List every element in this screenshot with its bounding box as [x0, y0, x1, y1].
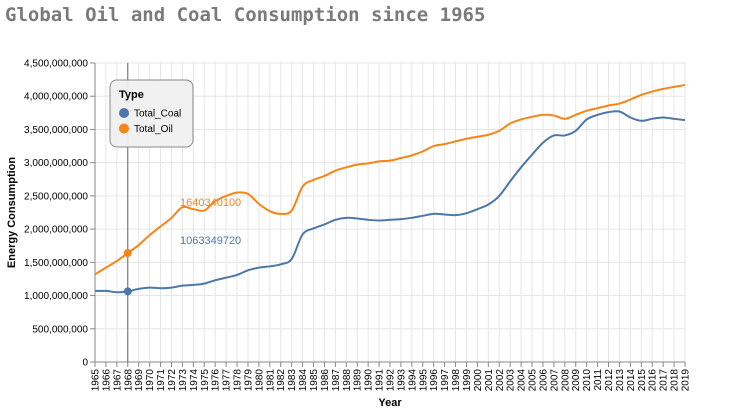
legend-box	[109, 79, 194, 148]
x-tick-label: 1994	[407, 369, 418, 392]
x-tick-label: 1977	[222, 369, 233, 392]
x-tick-label: 1979	[243, 369, 254, 392]
x-tick-label: 1970	[145, 369, 156, 392]
hover-value-total-coal: 1063349720	[180, 235, 241, 247]
x-tick-label: 2011	[593, 369, 604, 391]
x-tick-label: 2019	[681, 369, 692, 392]
legend-title: Type	[119, 89, 144, 101]
x-tick-label: 2002	[495, 369, 506, 392]
y-tick-label: 1,500,000,000	[24, 258, 88, 269]
x-tick-label: 1974	[189, 369, 200, 392]
x-tick-label: 2000	[473, 369, 484, 392]
x-tick-label: 1969	[134, 369, 145, 392]
x-tick-label: 2015	[637, 369, 648, 392]
y-tick-label: 2,000,000,000	[24, 225, 88, 236]
axes: 0 500,000,000 1,000,000,000 1,500,000,000 2,…	[24, 59, 691, 392]
x-tick-label: 1988	[342, 369, 353, 392]
x-tick-label: 2007	[549, 369, 560, 392]
x-tick-label: 1997	[440, 369, 451, 392]
chart-title: Global Oil and Coal Consumption since 19…	[5, 4, 486, 26]
x-tick-label: 1968	[123, 369, 134, 392]
x-tick-label: 2018	[670, 369, 681, 392]
x-tick-label: 1984	[298, 369, 309, 392]
y-tick-label: 500,000,000	[32, 324, 88, 335]
y-axis-title: Energy Consumption	[6, 157, 18, 269]
x-tick-label: 2006	[538, 369, 549, 392]
series-line-total-oil[interactable]	[94, 83, 686, 276]
x-tick-label: 1991	[375, 369, 386, 392]
x-tick-label: 1986	[320, 369, 331, 392]
series-layer	[94, 83, 686, 294]
y-tick-label: 1,000,000,000	[24, 291, 88, 302]
x-tick-label: 1989	[353, 369, 364, 392]
x-tick-label: 2001	[484, 369, 495, 392]
x-tick-label: 1995	[418, 369, 429, 392]
x-axis-title: Year	[378, 397, 402, 409]
x-tick-label: 1992	[386, 369, 397, 392]
x-tick-label: 1990	[364, 369, 375, 392]
x-tick-label: 2012	[604, 369, 615, 392]
x-tick-label: 1965	[91, 369, 102, 392]
x-tick-label: 1981	[265, 369, 276, 392]
hover-point-total-oil	[123, 249, 132, 258]
x-tick-label: 2003	[506, 369, 517, 392]
x-tick-label: 1972	[167, 369, 178, 392]
x-tick-label: 1982	[276, 369, 287, 392]
x-tick-label: 2010	[582, 369, 593, 392]
y-tick-label: 3,500,000,000	[24, 125, 88, 136]
legend[interactable]: Type Total_Coal Total_Oil	[109, 79, 194, 148]
x-tick-label: 1996	[429, 369, 440, 392]
x-tick-label: 1967	[112, 369, 123, 392]
legend-label-total-oil[interactable]: Total_Oil	[134, 124, 173, 135]
legend-swatch-total-coal	[119, 108, 129, 118]
y-tick-label: 2,500,000,000	[24, 191, 88, 202]
x-tick-label: 1999	[462, 369, 473, 392]
x-tick-label: 2009	[571, 369, 582, 392]
hover-point-total-coal	[123, 287, 132, 296]
hover-value-total-oil: 1640340100	[180, 197, 241, 209]
hover-layer: 1063349720 1640340100	[123, 197, 241, 296]
x-tick-label: 1966	[101, 369, 112, 392]
x-tick-label: 1987	[331, 369, 342, 392]
x-tick-label: 1971	[156, 369, 167, 392]
x-tick-label: 2017	[659, 369, 670, 392]
x-tick-label: 1983	[287, 369, 298, 392]
y-tick-label: 4,500,000,000	[24, 59, 88, 70]
x-tick-label: 2016	[648, 369, 659, 392]
x-tick-label: 2008	[560, 369, 571, 392]
legend-label-total-coal[interactable]: Total_Coal	[134, 109, 181, 120]
x-tick-label: 1980	[254, 369, 265, 392]
x-tick-label: 1978	[233, 369, 244, 392]
x-tick-label: 2014	[626, 369, 637, 392]
legend-swatch-total-oil	[119, 123, 129, 134]
x-tick-label: 1973	[178, 369, 189, 392]
x-tick-label: 1993	[396, 369, 407, 392]
x-tick-label: 1975	[200, 369, 211, 392]
y-tick-label: 4,000,000,000	[24, 92, 88, 103]
x-tick-label: 1985	[309, 369, 320, 392]
series-line-total-coal[interactable]	[94, 110, 686, 294]
x-tick-label: 1998	[451, 369, 462, 392]
x-tick-label: 2005	[528, 369, 539, 392]
x-tick-label: 1976	[211, 369, 222, 392]
y-tick-label: 3,000,000,000	[24, 158, 88, 169]
x-tick-label: 2004	[517, 369, 528, 392]
y-tick-label: 0	[82, 358, 88, 369]
x-tick-label: 2013	[615, 369, 626, 392]
